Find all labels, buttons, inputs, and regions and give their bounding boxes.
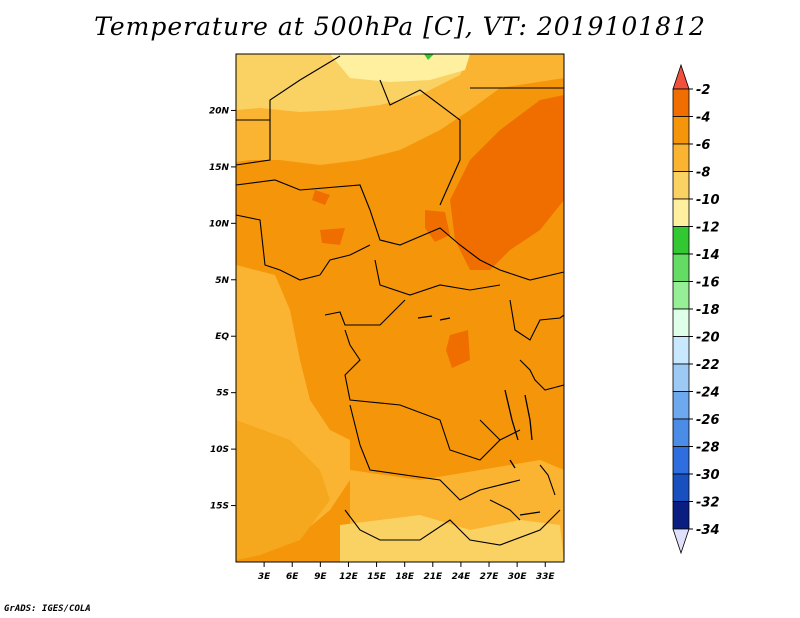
warm-spot-2 — [312, 190, 330, 205]
coolest-field-south — [340, 515, 564, 562]
lon-tick-label: 27E — [480, 572, 500, 582]
colorbar-label: -16 — [696, 276, 720, 291]
mid-field-southwest — [236, 420, 330, 560]
warm-spot-3 — [320, 228, 345, 245]
lat-tick-label: 20N — [209, 106, 230, 116]
lon-tick-label: 3E — [258, 572, 271, 582]
lon-tick-label: 24E — [452, 572, 472, 582]
warm-spot-1 — [425, 210, 450, 242]
colorbar-segment — [672, 363, 690, 392]
colorbar-segment — [672, 473, 690, 502]
colorbar-label: -34 — [696, 523, 720, 538]
colorbar-segment — [672, 253, 690, 282]
colorbar-segment — [672, 501, 690, 530]
colorbar-segment — [672, 171, 690, 200]
green-spot — [424, 54, 434, 60]
colorbar-label: -10 — [696, 193, 720, 208]
map-panel — [235, 53, 565, 563]
map-title: Temperature at 500hPa [C], VT: 201910181… — [94, 12, 706, 41]
pale-field-north — [330, 54, 470, 82]
colorbar-label: -4 — [696, 111, 710, 126]
colorbar-segment — [672, 418, 690, 447]
colorbar-label: -2 — [696, 83, 710, 98]
lat-tick-label: 5N — [215, 276, 229, 286]
colorbar-segment — [672, 198, 690, 227]
colorbar-segment — [672, 226, 690, 255]
colorbar-top-arrow — [672, 63, 690, 90]
lon-tick-label: 12E — [339, 572, 359, 582]
lakes — [417, 315, 541, 516]
lat-tick-label: 15N — [209, 163, 230, 173]
colorbar-label: -8 — [696, 166, 710, 181]
colorbar-label: -24 — [696, 386, 720, 401]
colorbar-label: -14 — [696, 248, 720, 263]
grads-credit: GrADS: IGES/COLA — [4, 604, 91, 614]
lat-tick-label: EQ — [215, 332, 229, 342]
colorbar-bottom-arrow — [672, 528, 690, 555]
colorbar-label: -22 — [696, 358, 720, 373]
colorbar-segment — [672, 116, 690, 145]
longitude-axis: 3E 6E 9E 12E 15E 18E 21E 24E 27E 30E 33E — [258, 562, 556, 582]
colorbar-segment — [672, 391, 690, 420]
country-borders — [235, 55, 565, 546]
lon-tick-label: 33E — [536, 572, 556, 582]
colorbar-label: -6 — [696, 138, 710, 153]
colorbar-segment — [672, 446, 690, 475]
colorbar-label: -32 — [696, 496, 720, 511]
colorbar-segment — [672, 281, 690, 310]
lon-tick-label: 15E — [367, 572, 387, 582]
map-frame — [235, 53, 565, 563]
colorbar-segment — [672, 336, 690, 365]
lon-tick-label: 6E — [286, 572, 299, 582]
colorbar-label: -30 — [696, 468, 720, 483]
lon-tick-label: 9E — [314, 572, 327, 582]
colorbar-label: -18 — [696, 303, 720, 318]
lat-tick-label: 15S — [210, 502, 229, 512]
lon-tick-label: 18E — [395, 572, 415, 582]
lon-tick-label: 21E — [423, 572, 443, 582]
colorbar-segment — [672, 308, 690, 337]
warm-core-east — [450, 95, 564, 270]
colorbar-label: -26 — [696, 413, 720, 428]
lat-tick-label: 5S — [216, 389, 229, 399]
colorbar-segment — [672, 143, 690, 172]
colorbar-label: -20 — [696, 331, 720, 346]
latitude-axis: 20N 15N 10N 5N EQ 5S 10S 15S — [209, 106, 236, 512]
lat-tick-label: 10N — [209, 219, 230, 229]
lat-tick-label: 10S — [210, 445, 229, 455]
lon-tick-label: 30E — [508, 572, 528, 582]
colorbar-segment — [672, 88, 690, 117]
colorbar-label: -28 — [696, 441, 720, 456]
colorbar-label: -12 — [696, 221, 720, 236]
warm-spot-4 — [446, 330, 470, 368]
colorbar: -2 -4 -6 -8 -10 -12 -14 -16 -18 -20 -22 -24 -26 -28 -3… — [672, 63, 720, 555]
